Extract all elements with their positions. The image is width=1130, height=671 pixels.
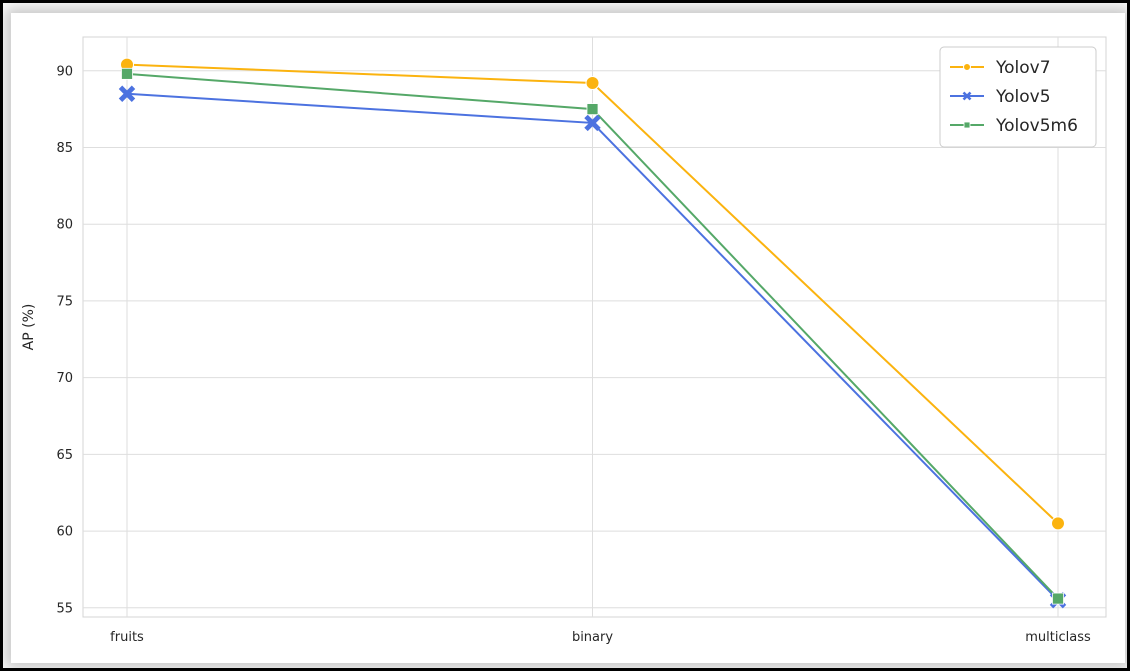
y-tick-label: 90	[56, 64, 73, 79]
tick-labels: 55 60 65 70 75 80 85 90 fruits binary multiclass	[56, 64, 1091, 645]
data-point-yolov5m6	[586, 103, 599, 116]
legend-marker-yolov5	[962, 91, 972, 101]
legend-label-yolov5m6: Yolov5m6	[995, 116, 1078, 136]
data-point-yolov5m6	[121, 67, 133, 80]
legend: Yolov7 Yolov5 Yolov5m6	[939, 46, 1097, 148]
y-axis-label: AP (%)	[21, 304, 37, 351]
legend-label-yolov7: Yolov7	[995, 58, 1051, 78]
data-point-yolov7	[585, 76, 600, 91]
y-tick-label: 75	[56, 294, 73, 309]
y-tick-label: 65	[56, 448, 73, 463]
data-point-yolov5	[118, 85, 136, 102]
data-point-yolov5	[584, 114, 601, 132]
y-tick-label: 60	[56, 525, 73, 540]
gridlines	[83, 37, 1106, 617]
y-tick-label: 80	[56, 218, 73, 233]
plot-area	[82, 36, 1107, 618]
data-point-yolov7	[1051, 516, 1065, 531]
data-point-yolov5m6	[1052, 592, 1064, 605]
legend-marker-yolov5m6	[963, 121, 971, 129]
chart-card: 55 60 65 70 75 80 85 90 fruits binary multiclass A…	[11, 13, 1125, 663]
x-tick-label: binary	[572, 630, 613, 645]
x-tick-label: fruits	[110, 630, 144, 645]
x-tick-label: multiclass	[1025, 630, 1091, 645]
legend-marker-yolov7	[963, 63, 971, 71]
y-tick-label: 70	[56, 371, 73, 386]
y-tick-label: 85	[56, 141, 73, 156]
legend-box	[939, 46, 1097, 148]
series-markers	[118, 57, 1067, 609]
y-tick-label: 55	[56, 601, 73, 616]
legend-label-yolov5: Yolov5	[995, 87, 1051, 107]
line-chart: 55 60 65 70 75 80 85 90 fruits binary multiclass A…	[21, 36, 1107, 645]
